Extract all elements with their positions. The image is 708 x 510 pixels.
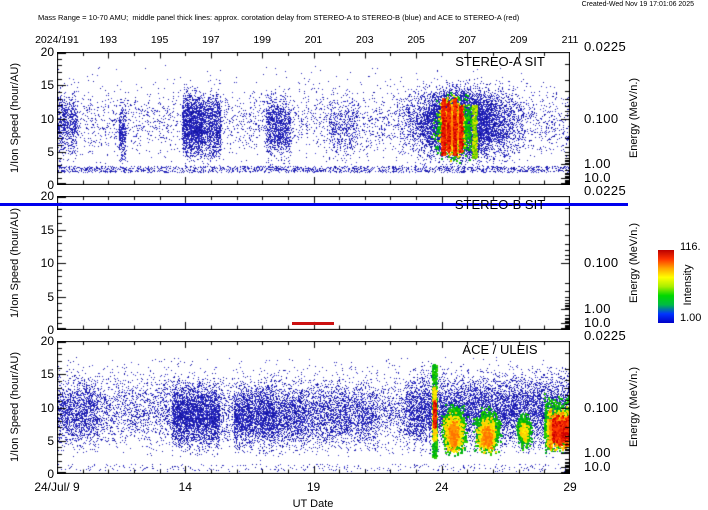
top-axis-tick-label: 2024/191: [35, 34, 79, 46]
x-tick-label: 14: [178, 480, 192, 494]
y-axis-title-bottom: 1/Ion Speed (hour/AU): [9, 351, 21, 463]
y-tick-label: 5: [47, 433, 54, 448]
energy-tick-label: 10.0: [584, 170, 611, 186]
energy-axis-title-top: Energy (MeV/n.): [628, 77, 640, 159]
y-tick-label: 20: [40, 334, 54, 348]
scatter-canvas-stereo-b: [57, 196, 570, 330]
y-tick-label: 0: [47, 467, 54, 481]
x-tick-label: 19: [306, 480, 321, 494]
y-tick-label: 10: [40, 400, 54, 415]
y-tick-label: 20: [40, 189, 54, 203]
panel-title-stereo-b: STEREO-B SIT: [454, 197, 546, 212]
created-timestamp: Created-Wed Nov 19 17:01:06 2025: [581, 1, 694, 8]
y-tick-label: 5: [47, 144, 54, 159]
y-tick-label: 0: [47, 178, 54, 192]
energy-axis-title-bottom: Energy (MeV/n.): [628, 366, 640, 448]
top-axis-tick-label: 195: [150, 34, 169, 46]
energy-tick-label: 1.00: [584, 155, 611, 171]
y-tick-label: 10: [40, 256, 54, 270]
colorbar-title: Intensity: [682, 264, 694, 306]
energy-top-label: 0.0225: [584, 183, 627, 198]
energy-tick-label: 1.00: [584, 444, 611, 460]
top-axis-tick-label: 209: [509, 34, 528, 46]
top-axis-tick-label: 199: [253, 34, 271, 46]
top-axis-tick-label: 203: [356, 34, 374, 46]
colorbar-min-label: 1.00: [680, 312, 702, 324]
top-axis-tick-label: 207: [458, 34, 477, 46]
x-tick-label: 24: [435, 480, 449, 494]
energy-tick-label: 0.100: [584, 255, 619, 270]
energy-tick-label: 10.0: [584, 459, 611, 475]
x-axis-title: UT Date: [292, 498, 334, 510]
y-tick-label: 15: [40, 78, 54, 93]
figure-subtitle: Mass Range = 10-70 AMU; middle panel thi…: [38, 13, 520, 22]
y-tick-label: 10: [40, 111, 54, 126]
y-tick-label: 15: [40, 222, 54, 237]
energy-top-label: 0.0225: [584, 39, 627, 54]
blue-corotation-line: [0, 203, 628, 206]
top-axis-tick-label: 205: [407, 34, 425, 46]
top-axis-tick-label: 193: [99, 34, 118, 46]
colorbar-max-label: 116.: [680, 241, 701, 253]
y-tick-label: 15: [40, 367, 54, 382]
energy-top-label: 0.0225: [584, 328, 627, 343]
energy-axis-title-middle: Energy (MeV/n.): [628, 222, 640, 304]
y-tick-label: 0: [47, 323, 54, 337]
energy-tick-label: 10.0: [584, 315, 611, 331]
scatter-canvas-ace: [57, 341, 570, 474]
panel-title-ace: ACE / ULEIS: [462, 342, 538, 357]
panel-title-stereo-a: STEREO-A SIT: [455, 54, 545, 69]
energy-tick-label: 1.00: [584, 300, 611, 316]
y-axis-title-middle: 1/Ion Speed (hour/AU): [9, 207, 21, 319]
colorbar: [658, 250, 674, 323]
energy-tick-label: 0.100: [584, 110, 619, 126]
energy-tick-label: 0.100: [584, 399, 619, 415]
y-tick-label: 20: [40, 45, 54, 59]
y-axis-title-top: 1/Ion Speed (hour/AU): [9, 62, 21, 174]
top-axis-tick-label: 211: [561, 34, 579, 46]
top-axis-tick-label: 197: [202, 34, 220, 46]
y-tick-label: 5: [47, 289, 54, 304]
x-tick-label: 24/Jul/ 9: [34, 480, 80, 494]
red-corotation-line: [292, 322, 334, 325]
top-axis-tick-label: 201: [304, 34, 323, 46]
scatter-canvas-stereo-a: [57, 52, 570, 185]
x-tick-label: 29: [563, 480, 577, 494]
